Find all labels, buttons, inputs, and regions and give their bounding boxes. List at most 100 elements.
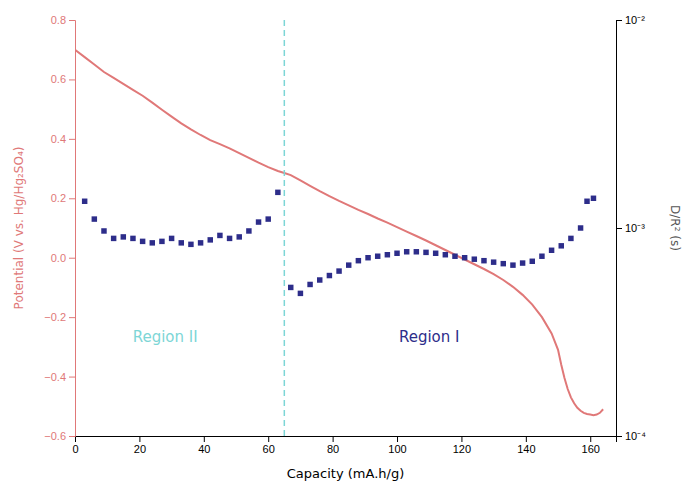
point — [394, 251, 399, 256]
y-axis-tick: −0.6 — [44, 430, 75, 442]
point — [327, 273, 332, 278]
y-axis-tick: 0.2 — [51, 192, 75, 204]
y2-axis-tick-mark — [616, 228, 622, 229]
x-axis-tick-label: 160 — [582, 443, 600, 455]
x-axis-tick: 60 — [263, 436, 275, 455]
y-axis-tick-label: 0.6 — [51, 73, 66, 85]
x-axis-tick-label: 140 — [517, 443, 535, 455]
x-axis-tick: 160 — [582, 436, 600, 455]
point — [246, 228, 251, 233]
y2-axis-tick-mark — [616, 20, 622, 21]
y-axis: −0.6 −0.4 −0.2 0.0 0.2 0.4 0.6 0.8 — [44, 14, 75, 442]
y2-axis-title: D/R² (s) — [668, 205, 682, 251]
x-axis-tick-label: 20 — [134, 443, 146, 455]
y-axis-tick: 0.0 — [51, 252, 75, 264]
y-axis-tick-mark — [69, 20, 75, 21]
point — [208, 237, 213, 242]
point — [423, 250, 428, 255]
y-axis-tick-mark — [69, 377, 75, 378]
y-axis-tick-mark — [69, 258, 75, 259]
point — [298, 291, 303, 296]
point — [217, 233, 222, 238]
point — [198, 240, 203, 245]
point — [336, 268, 341, 273]
y2-axis: 10⁻⁴ 10⁻³ 10⁻² — [616, 14, 646, 442]
point — [256, 219, 261, 224]
point — [549, 248, 554, 253]
x-axis-tick-label: 80 — [327, 443, 339, 455]
x-axis-tick-label: 60 — [263, 443, 275, 455]
y-axis-tick-label: 0.2 — [51, 192, 66, 204]
point — [452, 253, 457, 258]
point — [365, 255, 370, 260]
y-axis-tick: 0.4 — [51, 133, 75, 145]
vertical-line — [284, 20, 286, 436]
x-axis-tick-mark — [204, 436, 205, 442]
point — [111, 236, 116, 241]
x-axis-line — [76, 437, 617, 443]
y-axis-tick-label: −0.6 — [44, 430, 66, 442]
y-axis-tick-mark — [69, 139, 75, 140]
point — [559, 243, 564, 248]
x-axis-tick: 0 — [72, 436, 78, 455]
point — [92, 216, 97, 221]
x-axis-tick-mark — [397, 436, 398, 442]
chart: 0 20 40 60 80 100 120 140 160 −0.6 −0.4 −0.2 0.0 0.2 0… — [0, 0, 696, 491]
x-axis-tick-mark — [139, 436, 140, 442]
y-axis-tick-mark — [69, 79, 75, 80]
point — [501, 261, 506, 266]
y-axis-tick: −0.4 — [44, 371, 75, 383]
x-axis-title: Capacity (mA.h/g) — [287, 466, 404, 481]
point — [140, 239, 145, 244]
x-axis-tick: 100 — [388, 436, 406, 455]
point — [82, 199, 87, 204]
x-axis-tick-mark — [333, 436, 334, 442]
y2-axis-tick-label: 10⁻³ — [625, 222, 645, 234]
point — [520, 260, 525, 265]
x-axis-tick-label: 40 — [198, 443, 210, 455]
point — [414, 249, 419, 254]
y2-axis-tick-label: 10⁻⁴ — [625, 430, 646, 442]
point — [121, 234, 126, 239]
y-axis-tick: 0.8 — [51, 14, 75, 26]
y-axis-tick-label: −0.4 — [44, 371, 66, 383]
point — [481, 258, 486, 263]
point — [591, 196, 596, 201]
x-axis-tick: 80 — [327, 436, 339, 455]
y-axis-tick-mark — [69, 198, 75, 199]
y-axis-title: Potential (V vs. Hg/Hg₂SO₄) — [12, 147, 26, 310]
y-axis-tick: 0.6 — [51, 73, 75, 85]
point — [159, 239, 164, 244]
x-axis-tick: 20 — [134, 436, 146, 455]
x-axis-tick: 120 — [453, 436, 471, 455]
y2-axis-tick-label: 10⁻² — [625, 14, 645, 26]
y-axis-tick-label: 0.0 — [51, 252, 66, 264]
y2-axis-tick: 10⁻² — [616, 14, 645, 26]
point — [307, 282, 312, 287]
point — [265, 216, 270, 221]
line — [75, 50, 603, 415]
x-axis-tick-label: 100 — [388, 443, 406, 455]
point — [404, 249, 409, 254]
marks — [75, 20, 603, 436]
y2-axis-line — [617, 21, 623, 437]
y-axis-tick-label: −0.2 — [44, 311, 66, 323]
point — [288, 285, 293, 290]
point — [443, 252, 448, 257]
x-axis-tick: 40 — [198, 436, 210, 455]
point — [510, 262, 515, 267]
x-axis-tick-mark — [461, 436, 462, 442]
point — [236, 234, 241, 239]
point — [317, 277, 322, 282]
point — [227, 236, 232, 241]
region-label: Region II — [133, 328, 198, 346]
x-axis-tick-label: 0 — [72, 443, 78, 455]
point — [150, 240, 155, 245]
point — [578, 225, 583, 230]
y-axis-line — [69, 21, 76, 437]
point — [130, 236, 135, 241]
point — [539, 253, 544, 258]
x-axis: 0 20 40 60 80 100 120 140 160 — [72, 436, 616, 455]
plot: 0 20 40 60 80 100 120 140 160 −0.6 −0.4 −0.2 0.0 0.2 0… — [12, 14, 682, 481]
point — [491, 259, 496, 264]
